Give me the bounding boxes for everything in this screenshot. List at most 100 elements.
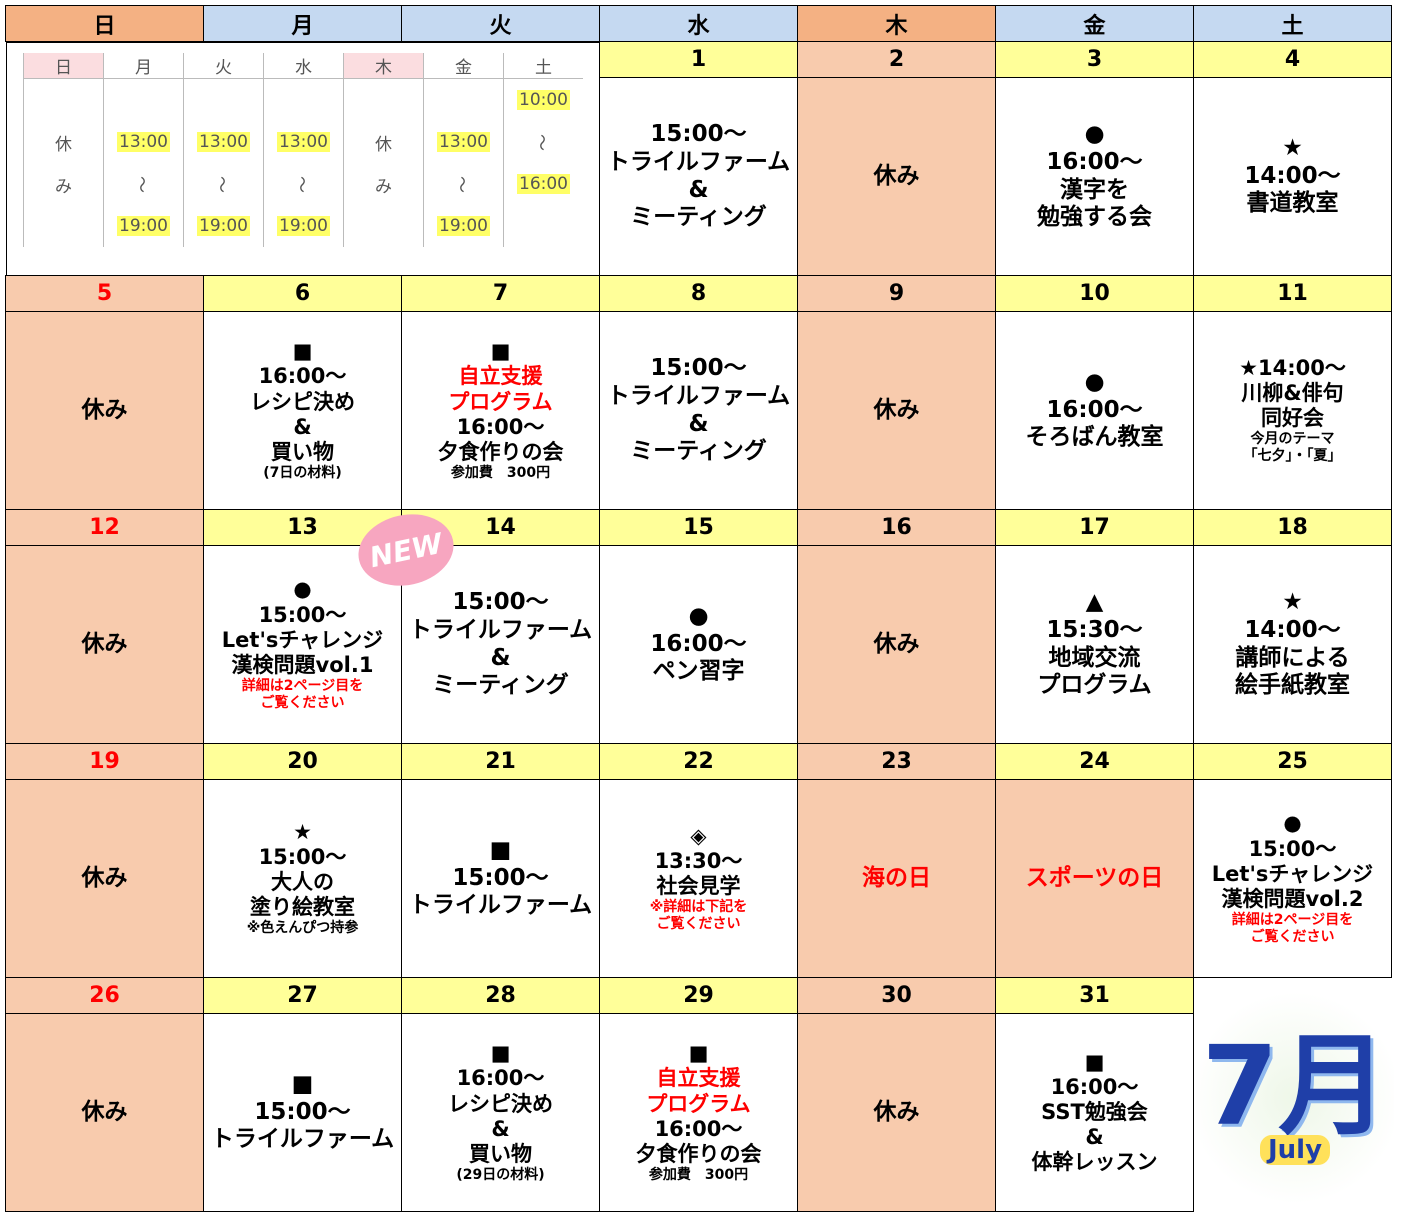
schedule-text: 19:00 xyxy=(437,216,490,236)
event-note: 参加費 300円 xyxy=(648,1167,749,1184)
day-cell: 海の日 xyxy=(797,779,996,978)
event-line: ペン習字 xyxy=(652,658,745,685)
event-line: 同好会 xyxy=(1261,406,1324,431)
date-cell: 18 xyxy=(1193,509,1392,546)
schedule-image: 日月火水木金土 10:00 休 13:00 13:00 13:00 休 13:00 ～ み ～ ～ ～ み… xyxy=(6,42,600,276)
date-cell: 31 xyxy=(995,977,1194,1014)
event-line: 16:00～ xyxy=(1046,396,1143,423)
event-line: 休み xyxy=(873,1098,920,1125)
event-line: 自立支援 xyxy=(458,364,543,389)
event-line: ■ xyxy=(688,1041,709,1066)
date-cell: 4 xyxy=(1193,41,1392,78)
event-line: & xyxy=(1085,1125,1104,1150)
event-line: 海の日 xyxy=(862,864,931,891)
event-note: 参加費 300円 xyxy=(450,465,551,482)
schedule-text: み xyxy=(55,176,72,197)
day-cell: ● 16:00～ 漢字を 勉強する会 xyxy=(995,77,1194,276)
event-line: 漢検問題vol.1 xyxy=(231,652,374,677)
day-cell: ★ 14:00～ 講師による 絵手紙教室 xyxy=(1193,545,1392,744)
day-cell: ■ 16:00～ SST勉強会 & 体幹レッスン xyxy=(995,1013,1194,1212)
event-line: 16:00～ xyxy=(258,364,347,389)
schedule-text: み xyxy=(375,176,392,197)
weekday-header: 月 xyxy=(203,5,402,42)
schedule-header: 月 xyxy=(103,53,184,79)
day-cell: 休み xyxy=(5,311,204,510)
date-cell: 27 xyxy=(203,977,402,1014)
schedule-text: ～ xyxy=(291,175,311,193)
schedule-text: 19:00 xyxy=(277,216,330,236)
schedule-text: 13:00 xyxy=(117,132,170,152)
date-cell: 23 xyxy=(797,743,996,780)
date-cell: 19 xyxy=(5,743,204,780)
event-line: レシピ決め xyxy=(250,389,355,414)
event-note: (7日の材料) xyxy=(263,465,342,482)
event-line: ★ xyxy=(1282,589,1303,616)
day-cell: 15:00～ トライルファーム & ミーティング xyxy=(599,77,798,276)
day-cell: 休み xyxy=(797,77,996,276)
event-line: & xyxy=(688,176,709,203)
day-cell: ■ 16:00～ レシピ決め & 買い物 (29日の材料) xyxy=(401,1013,600,1212)
event-line: トライルファーム xyxy=(210,1126,395,1153)
event-line: ■ xyxy=(490,1041,511,1066)
day-cell: スポーツの日 xyxy=(995,779,1194,978)
date-cell: 24 xyxy=(995,743,1194,780)
weekday-header: 水 xyxy=(599,5,798,42)
event-note: ※詳細は下記を xyxy=(649,899,748,916)
day-cell: ● 15:00～ Let'sチャレンジ 漢検問題vol.2 詳細は2ページ目を ご覧くださ… xyxy=(1193,779,1392,978)
event-line: そろばん教室 xyxy=(1025,424,1164,451)
schedule-header: 火 xyxy=(183,53,264,79)
event-line: & xyxy=(491,1116,510,1141)
event-note: 「七夕」・「夏」 xyxy=(1243,448,1342,465)
day-cell: ■ 自立支援 プログラム 16:00～ 夕食作りの会 参加費 300円 xyxy=(401,311,600,510)
event-line: 社会見学 xyxy=(656,874,741,899)
event-note: 詳細は2ページ目を xyxy=(1231,912,1354,929)
event-line: 15:00～ xyxy=(452,864,549,891)
event-line: ● xyxy=(293,577,312,602)
event-line: 16:00～ xyxy=(456,1066,545,1091)
schedule-text: 休 xyxy=(375,134,392,155)
event-line: 書道教室 xyxy=(1246,190,1339,217)
event-line: Let'sチャレンジ xyxy=(1211,861,1374,886)
event-line: トライルファーム xyxy=(606,382,791,409)
day-cell: 休み xyxy=(797,311,996,510)
event-line: プログラム xyxy=(646,1091,751,1116)
date-cell: 26 xyxy=(5,977,204,1014)
schedule-header: 日 xyxy=(23,53,104,79)
event-note: ご覧ください xyxy=(1250,928,1335,945)
schedule-text: 13:00 xyxy=(197,132,250,152)
event-line: & xyxy=(293,414,312,439)
event-line: 夕食作りの会 xyxy=(635,1141,762,1166)
event-line: 休み xyxy=(873,630,920,657)
day-cell: ★14:00～ 川柳&俳句 同好会 今月のテーマ 「七夕」・「夏」 xyxy=(1193,311,1392,510)
date-cell: 3 xyxy=(995,41,1194,78)
date-cell: 17 xyxy=(995,509,1194,546)
decoration-subtitle: July xyxy=(1259,1135,1331,1165)
schedule-text: 13:00 xyxy=(437,132,490,152)
event-line: ★14:00～ xyxy=(1239,355,1346,380)
event-line: トライルファーム xyxy=(606,148,791,175)
event-line: 15:00～ xyxy=(254,1098,351,1125)
event-line: 川柳&俳句 xyxy=(1241,381,1344,406)
date-cell: 5 xyxy=(5,275,204,312)
schedule-text: 19:00 xyxy=(197,216,250,236)
day-cell: ■ 自立支援 プログラム 16:00～ 夕食作りの会 参加費 300円 xyxy=(599,1013,798,1212)
event-line: 15:00～ xyxy=(258,844,347,869)
event-line: 13:30～ xyxy=(654,849,743,874)
event-line: ★ xyxy=(1282,135,1303,162)
event-line: ● xyxy=(1084,121,1105,148)
schedule-text: 16:00 xyxy=(517,174,570,194)
event-line: 休み xyxy=(873,396,920,423)
weekday-header: 金 xyxy=(995,5,1194,42)
event-line: Let'sチャレンジ xyxy=(221,627,384,652)
schedule-text: 休 xyxy=(55,134,72,155)
event-note: ※色えんぴつ持参 xyxy=(246,920,359,937)
date-cell: 28 xyxy=(401,977,600,1014)
event-line: 地域交流 xyxy=(1048,644,1141,671)
event-line: 漢字を xyxy=(1060,176,1129,203)
event-line: 15:30～ xyxy=(1046,616,1143,643)
event-line: & xyxy=(490,644,511,671)
event-note: ご覧ください xyxy=(260,694,345,711)
event-line: ★ xyxy=(293,819,312,844)
event-line: ● xyxy=(1283,811,1302,836)
